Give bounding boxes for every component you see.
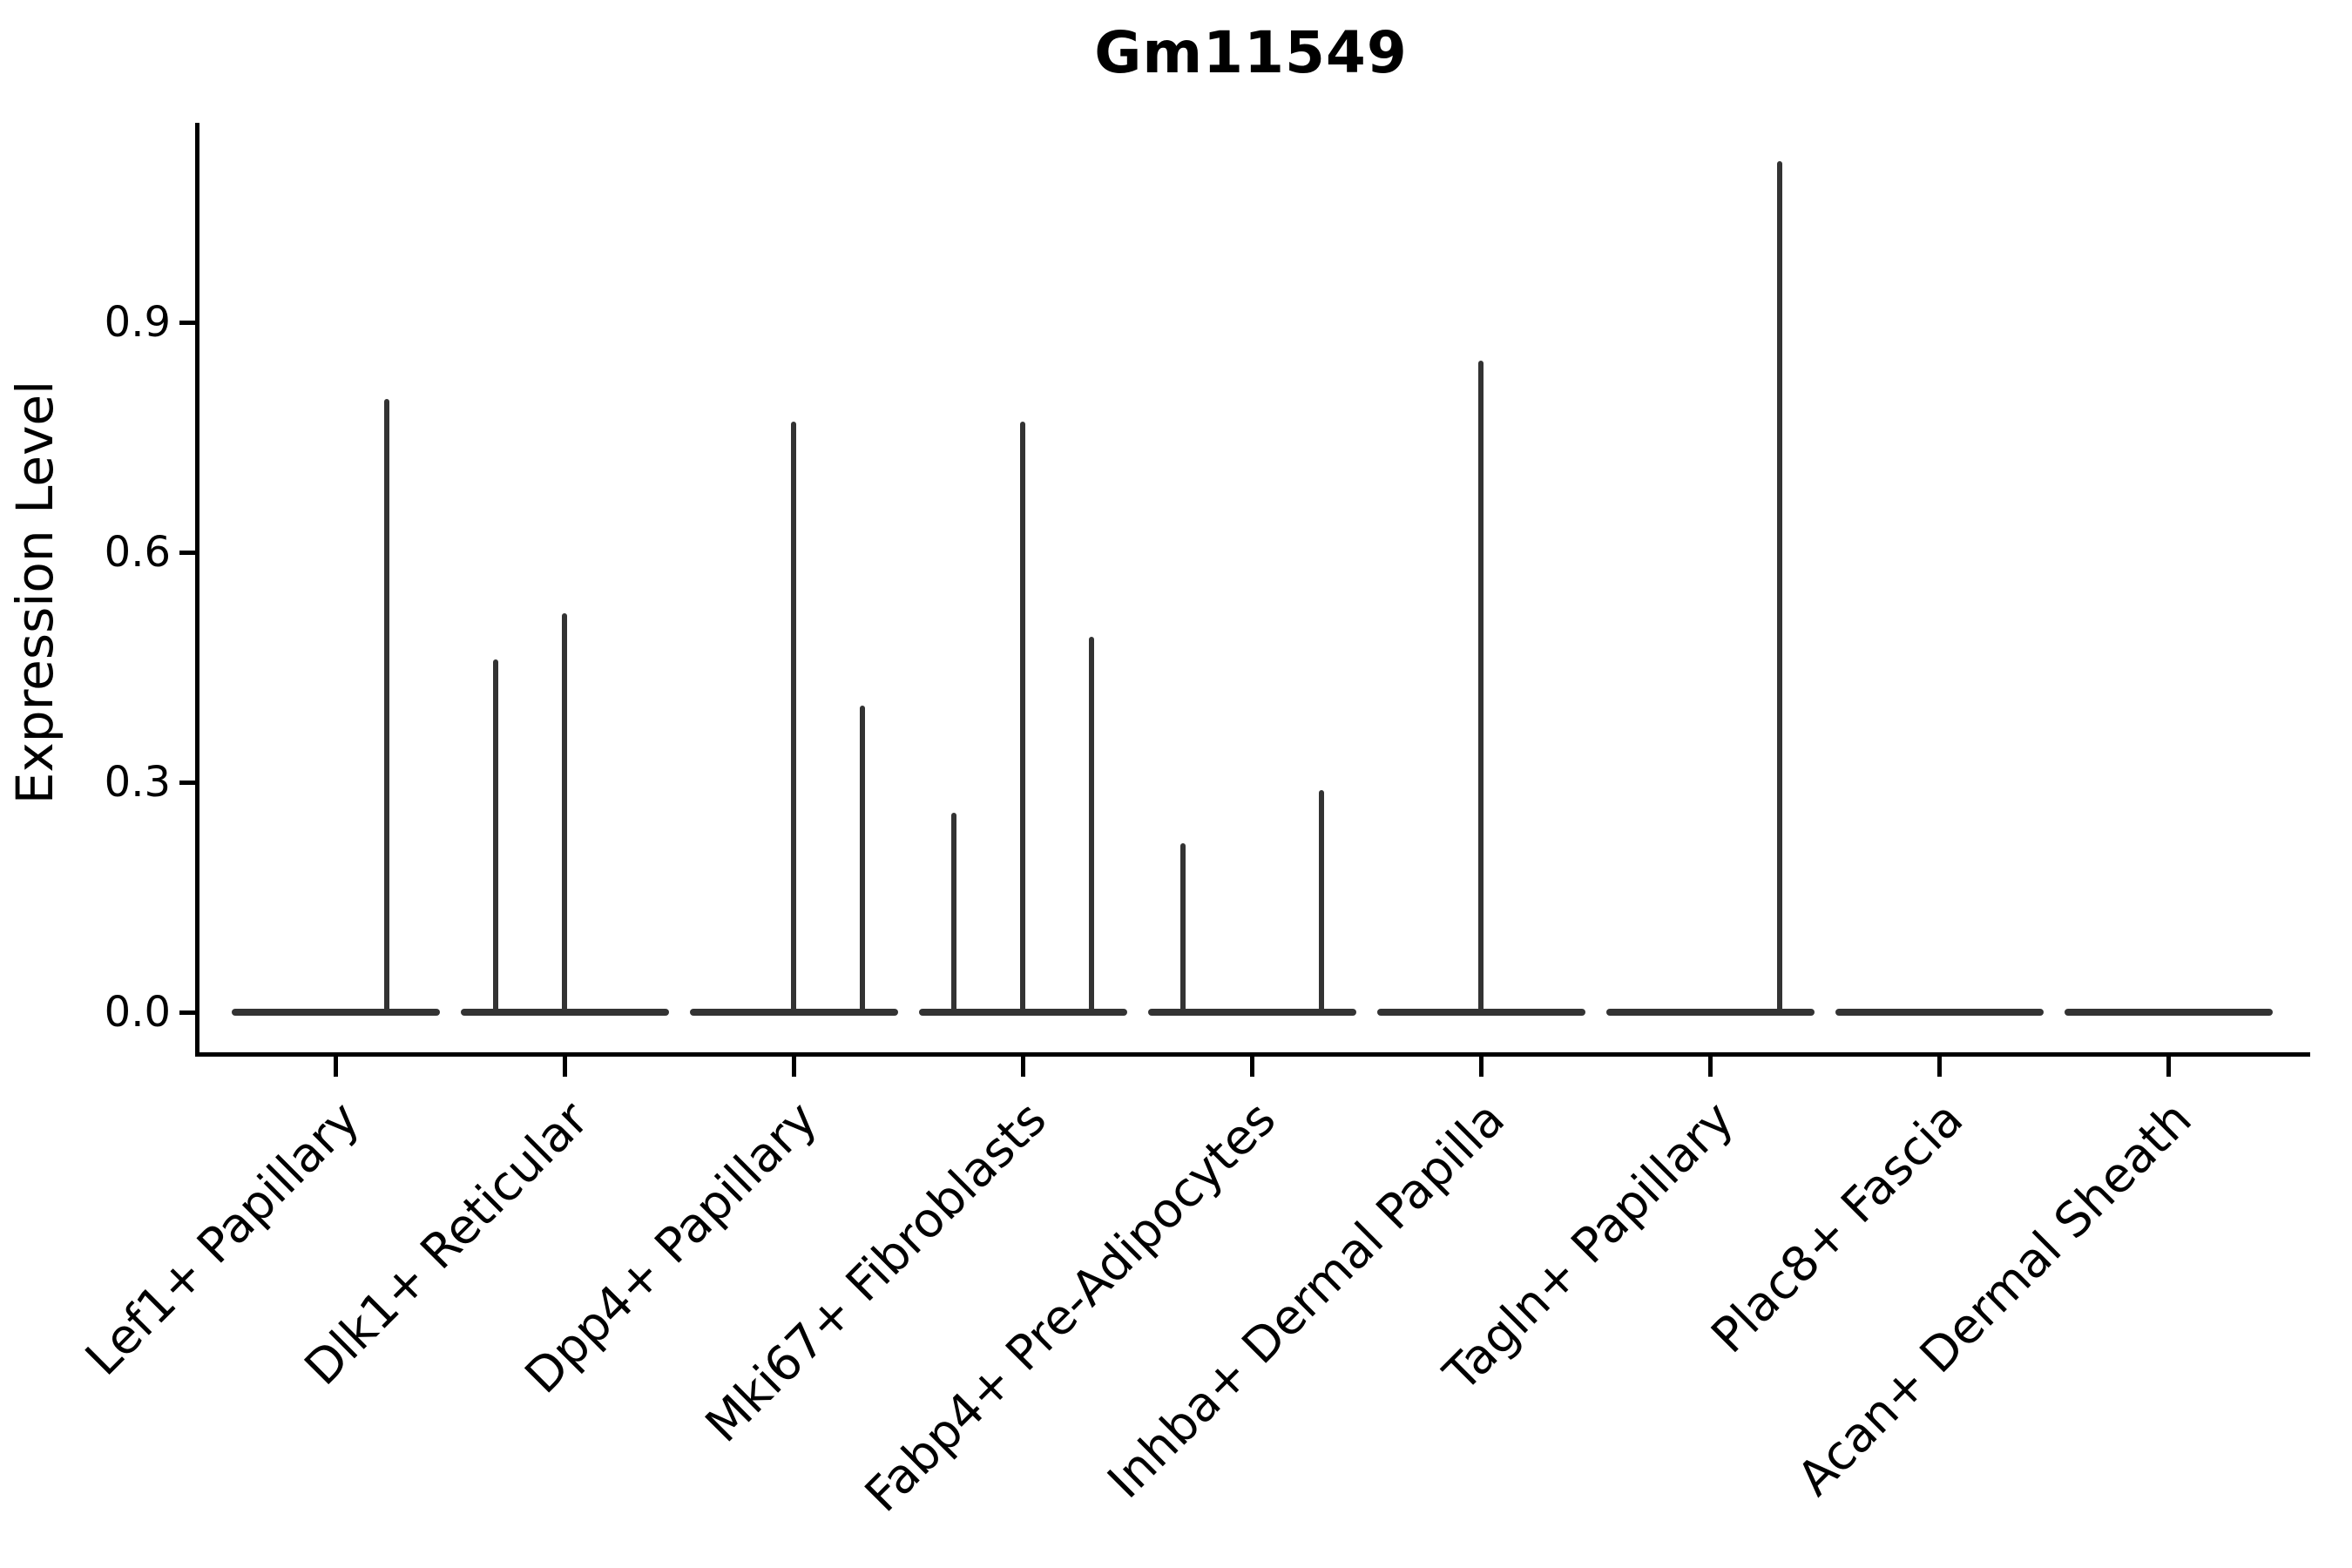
x-tick-mark	[2166, 1057, 2171, 1077]
violin-baseline	[1605, 1009, 1815, 1016]
violin-baseline	[1147, 1009, 1356, 1016]
violin-spike	[1776, 161, 1782, 1014]
x-tick-mark	[1021, 1057, 1025, 1077]
y-axis-spine	[195, 123, 199, 1057]
x-tick-mark	[334, 1057, 338, 1077]
y-tick-label: 0.3	[104, 758, 171, 807]
y-tick-label: 0.6	[104, 528, 171, 577]
x-tick-mark	[792, 1057, 796, 1077]
x-tick-label: Fabp4+ Pre-Adipocytes	[854, 1091, 1287, 1523]
violin-baseline	[231, 1009, 440, 1016]
x-tick-mark	[1937, 1057, 1942, 1077]
y-tick-mark	[179, 551, 195, 555]
violin-spike	[1318, 789, 1324, 1014]
y-tick-label: 0.0	[104, 988, 171, 1037]
violin-spike	[562, 613, 567, 1014]
violin-baseline	[2064, 1009, 2273, 1016]
violin-spike	[383, 399, 389, 1014]
violin-baseline	[1835, 1009, 2044, 1016]
x-tick-mark	[1250, 1057, 1254, 1077]
y-tick-label: 0.9	[104, 298, 171, 347]
y-tick-mark	[179, 1010, 195, 1015]
x-tick-mark	[1708, 1057, 1713, 1077]
x-axis-spine	[195, 1052, 2310, 1057]
y-tick-mark	[179, 781, 195, 785]
x-tick-mark	[1479, 1057, 1484, 1077]
y-axis-label: Expression Level	[5, 380, 64, 805]
y-tick-mark	[179, 321, 195, 325]
violin-spike	[859, 706, 865, 1014]
violin-spike	[791, 422, 796, 1014]
violin-spike	[951, 813, 957, 1014]
chart-title: Gm11549	[1094, 19, 1408, 86]
violin-spike	[493, 659, 499, 1014]
violin-spike	[1020, 422, 1025, 1014]
x-tick-label: Acan+ Dermal Sheath	[1787, 1091, 2203, 1507]
violin-spike	[1088, 636, 1094, 1014]
violin-spike	[1180, 843, 1186, 1014]
x-tick-label: Inhba+ Dermal Papilla	[1097, 1091, 1516, 1510]
violin-spike	[1478, 361, 1484, 1014]
x-tick-mark	[563, 1057, 567, 1077]
